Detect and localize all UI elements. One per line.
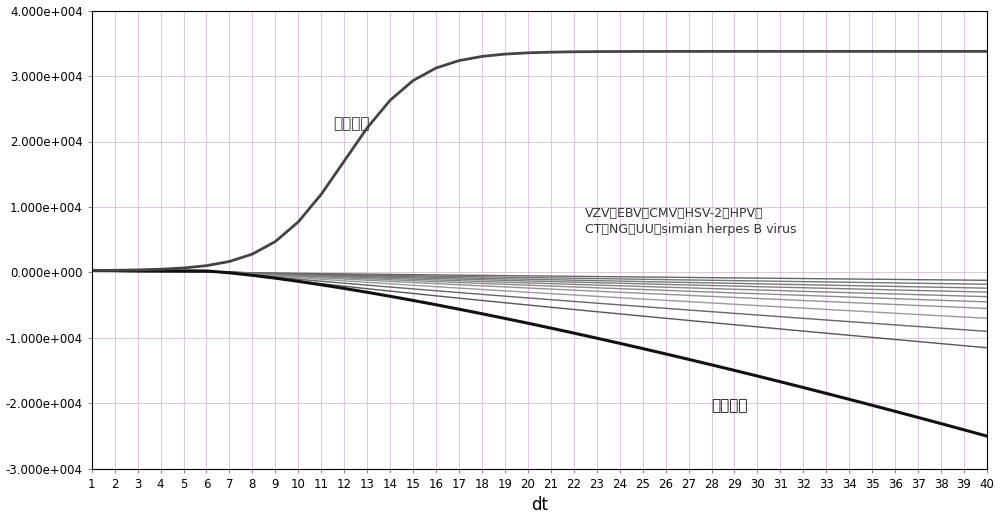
Text: CT、NG、UU、simian herpes B virus: CT、NG、UU、simian herpes B virus <box>585 223 797 236</box>
Text: 阴性对照: 阴性对照 <box>712 398 748 413</box>
Text: 阳性对照: 阳性对照 <box>333 116 369 132</box>
Text: VZV、EBV、CMV、HSV-2、HPV、: VZV、EBV、CMV、HSV-2、HPV、 <box>585 207 764 220</box>
X-axis label: dt: dt <box>531 497 548 514</box>
